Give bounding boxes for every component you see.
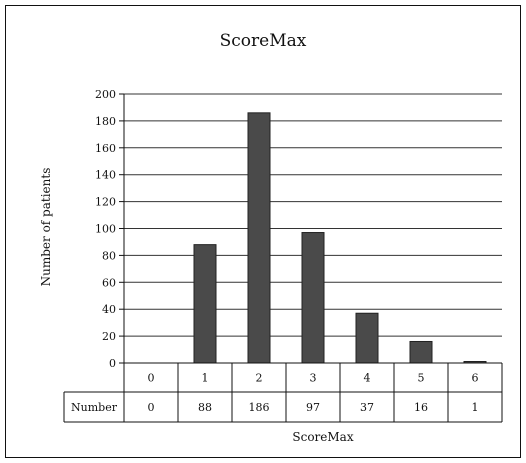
table-value: 1 bbox=[472, 401, 479, 414]
y-tick-label: 60 bbox=[102, 276, 116, 289]
table-value: 186 bbox=[249, 401, 270, 414]
chart-title: ScoreMax bbox=[219, 31, 307, 51]
table-value: 37 bbox=[360, 401, 374, 414]
x-tick-label: 4 bbox=[364, 372, 371, 385]
y-tick-label: 200 bbox=[95, 88, 116, 101]
y-tick-label: 180 bbox=[95, 115, 116, 128]
y-tick-label: 120 bbox=[95, 196, 116, 209]
x-tick-label: 5 bbox=[418, 372, 425, 385]
table-value: 16 bbox=[414, 401, 428, 414]
y-tick-label: 80 bbox=[102, 249, 116, 262]
bar bbox=[409, 340, 433, 364]
bar bbox=[355, 312, 379, 364]
bar bbox=[301, 232, 325, 364]
x-tick-label: 3 bbox=[310, 372, 317, 385]
y-tick-label: 100 bbox=[95, 223, 116, 236]
x-tick-label: 2 bbox=[256, 372, 263, 385]
y-tick-label: 20 bbox=[102, 330, 116, 343]
x-tick-label: 1 bbox=[202, 372, 209, 385]
y-tick-label: 160 bbox=[95, 142, 116, 155]
bar bbox=[247, 112, 271, 364]
bar bbox=[193, 244, 217, 364]
table-value: 0 bbox=[148, 401, 155, 414]
y-tick-label: 40 bbox=[102, 303, 116, 316]
y-tick-label: 140 bbox=[95, 169, 116, 182]
y-tick-label: 0 bbox=[109, 357, 116, 370]
table-row-label: Number bbox=[71, 401, 118, 414]
table-value: 88 bbox=[198, 401, 212, 414]
x-axis-label: ScoreMax bbox=[292, 430, 354, 444]
x-tick-label: 6 bbox=[472, 372, 479, 385]
table-value: 97 bbox=[306, 401, 320, 414]
x-tick-label: 0 bbox=[148, 372, 155, 385]
